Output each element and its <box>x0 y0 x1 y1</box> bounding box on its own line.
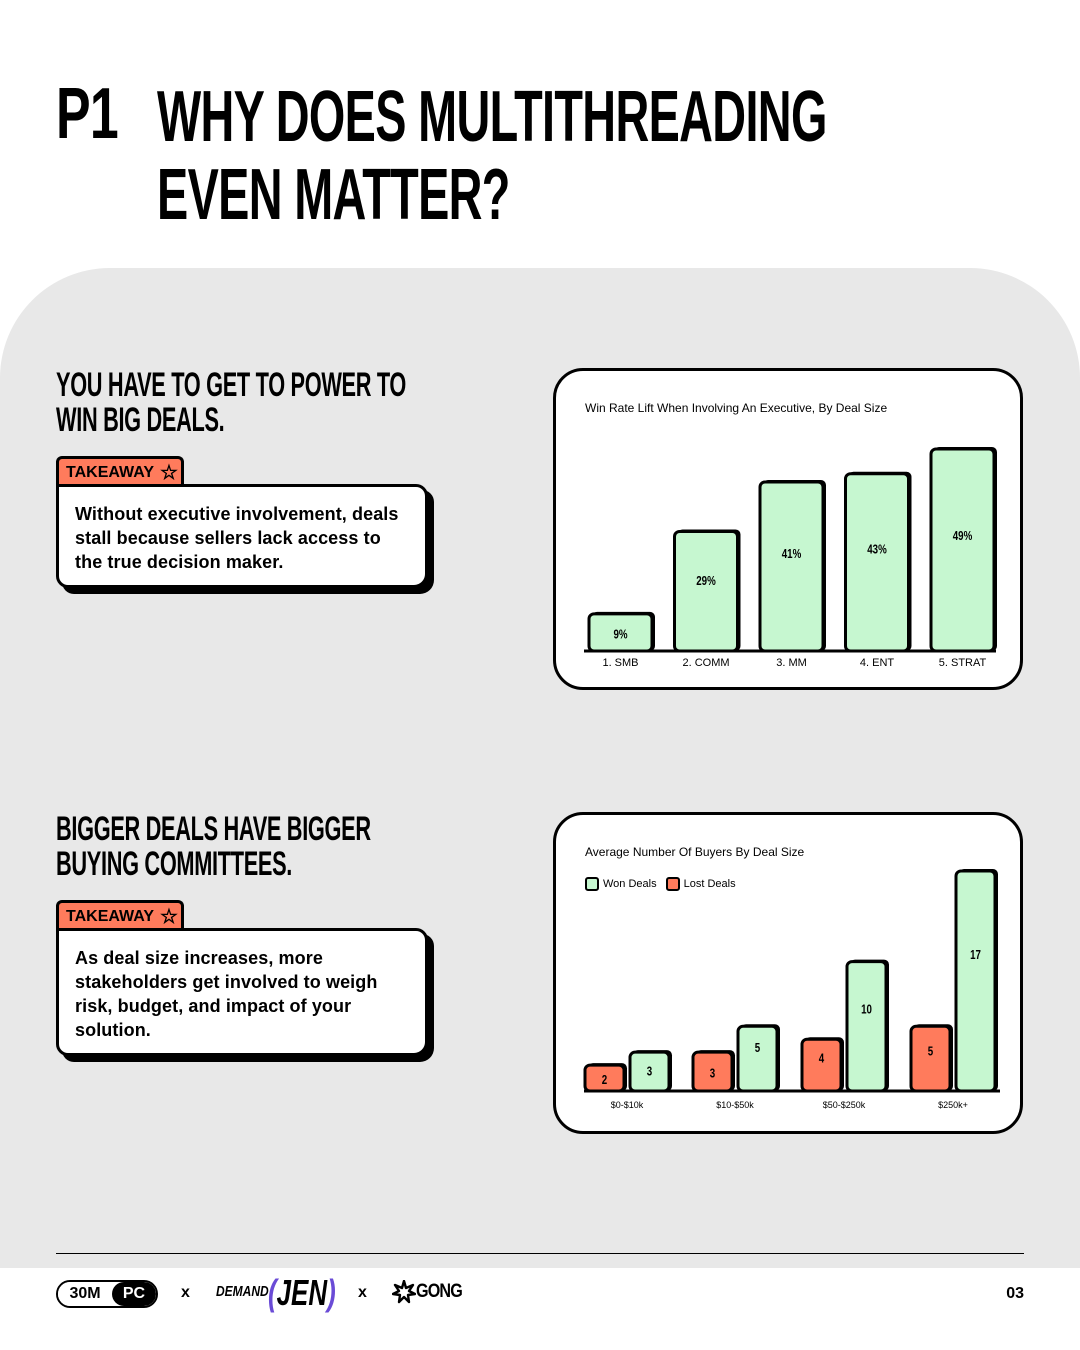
chart-card-2: Average Number Of Buyers By Deal Size Wo… <box>553 812 1023 1134</box>
chart2-tick-label: $0-$10k <box>611 1100 644 1110</box>
takeaway-label: TAKEAWAY <box>66 907 155 925</box>
chart2-value-label-won: 3 <box>647 1065 652 1079</box>
chart2-title: Average Number Of Buyers By Deal Size <box>585 845 805 859</box>
brand-jen-logo: (JEN) <box>268 1272 336 1313</box>
footer-separator: x <box>358 1284 367 1301</box>
footer-divider <box>56 1253 1024 1254</box>
chart1-bar <box>929 447 997 653</box>
page-title-line1: WHY DOES MULTITHREADING <box>157 77 827 157</box>
section2-heading: BIGGER DEALS HAVE BIGGER BUYING COMMITTE… <box>56 812 371 882</box>
section1-heading-line1: YOU HAVE TO GET TO POWER TO <box>56 366 407 404</box>
takeaway-box-1: Without executive involvement, deals sta… <box>56 484 428 588</box>
chart1-bar-fill <box>758 480 825 653</box>
takeaway-tab-1: TAKEAWAY ☆ <box>56 456 184 486</box>
chart2-bar-won <box>845 959 889 1093</box>
chart2-bar-won-fill <box>954 869 997 1093</box>
star-icon: ☆ <box>160 905 178 928</box>
chart2-value-label-lost: 5 <box>928 1045 934 1059</box>
chart2-bar-won <box>628 1050 672 1093</box>
chart1-bar <box>844 471 912 653</box>
chart1-title: Win Rate Lift When Involving An Executiv… <box>585 401 888 415</box>
chart2-bar-won-fill <box>736 1024 779 1093</box>
page-number: 03 <box>1006 1285 1024 1302</box>
brand-jen-text: JEN <box>276 1272 328 1313</box>
brand-30mpc-text-a: 30M <box>58 1282 112 1306</box>
chart2-bar-won <box>736 1024 780 1093</box>
legend-swatch-won <box>585 877 599 891</box>
chart1-tick-label: 4. ENT <box>860 657 895 669</box>
section1-heading-line2: WIN BIG DEALS. <box>56 401 225 439</box>
chart1-bar-fill <box>673 529 739 653</box>
brand-gong-text: GONG <box>416 1281 463 1302</box>
section-number: P1 <box>56 74 119 154</box>
legend-label-won: Won Deals <box>603 878 657 890</box>
legend-item-lost: Lost Deals <box>665 877 736 891</box>
chart2-bar-lost-fill <box>909 1024 952 1093</box>
legend-item-won: Won Deals <box>585 877 657 891</box>
chart2-value-label-won: 17 <box>970 949 981 963</box>
chart2-bar-lost-fill <box>583 1063 626 1093</box>
chart2-value-label-won: 5 <box>755 1042 761 1056</box>
chart2-bar-lost-fill <box>691 1050 734 1093</box>
chart1-bar-fill <box>844 472 910 653</box>
page-title: WHY DOES MULTITHREADING EVEN MATTER? <box>157 78 827 234</box>
chart1-bar-fill <box>587 612 654 653</box>
chart1-bar <box>758 479 826 653</box>
takeaway-tab-2: TAKEAWAY ☆ <box>56 900 184 930</box>
chart2-value-label-lost: 2 <box>602 1074 607 1088</box>
chart1-value-label: 41% <box>782 548 802 562</box>
brand-30mpc-logo: 30M PC <box>56 1280 158 1308</box>
chart2-tick-label: $50-$250k <box>823 1100 866 1110</box>
chart1-tick-label: 2. COMM <box>682 657 729 669</box>
legend-swatch-lost <box>665 877 680 891</box>
chart2-tick-label: $250k+ <box>938 1100 968 1110</box>
chart1-bar-fill <box>929 447 996 653</box>
page-title-line2: EVEN MATTER? <box>157 155 510 235</box>
chart1-tick-label: 3. MM <box>776 657 807 669</box>
chart1-tick-label: 1. SMB <box>602 657 638 669</box>
chart2-tick-label: $10-$50k <box>716 1100 754 1110</box>
takeaway-box-2: As deal size increases, more stakeholder… <box>56 928 428 1056</box>
chart2-value-label-lost: 4 <box>819 1052 825 1066</box>
footer-separator: x <box>181 1284 190 1301</box>
chart2-bar-lost <box>583 1063 627 1093</box>
chart2-bar-won <box>954 869 998 1093</box>
star-icon: ☆ <box>160 461 178 484</box>
chart2-legend: Won Deals Lost Deals <box>585 877 745 891</box>
chart2-bar-lost <box>909 1024 953 1093</box>
gong-burst-icon <box>392 1280 416 1304</box>
chart2-bar-lost <box>800 1037 844 1093</box>
brand-demand-text: DEMAND <box>216 1283 269 1300</box>
chart1-plot: 9% 1. SMB 29% 2. COMM 41% 3. MM 43% 4. ENT 49% 5.… <box>584 447 997 669</box>
chart-card-1: Win Rate Lift When Involving An Executiv… <box>553 368 1023 690</box>
chart2-bar-lost <box>691 1050 735 1093</box>
chart2-bar-won-fill <box>845 960 888 1093</box>
chart1-value-label: 49% <box>953 530 973 544</box>
section1-heading: YOU HAVE TO GET TO POWER TO WIN BIG DEAL… <box>56 368 406 438</box>
chart1-value-label: 9% <box>613 628 627 642</box>
chart2-value-label-won: 10 <box>861 1003 872 1017</box>
section2-heading-line2: BUYING COMMITTEES. <box>56 845 293 883</box>
legend-label-lost: Lost Deals <box>683 878 736 890</box>
chart2-plot: 2 3 $0-$10k 3 5 $10-$50k 4 10 $50-$250k 5 17 $250k+ <box>583 869 1000 1110</box>
chart1-value-label: 29% <box>696 575 716 589</box>
chart2-bar-lost-fill <box>800 1037 843 1093</box>
section2-heading-line1: BIGGER DEALS HAVE BIGGER <box>56 810 371 848</box>
chart1-bar <box>673 529 741 653</box>
takeaway-label: TAKEAWAY <box>66 463 155 481</box>
chart1-tick-label: 5. STRAT <box>939 657 987 669</box>
chart2-bar-won-fill <box>628 1050 671 1093</box>
chart1-bar <box>587 611 655 653</box>
brand-30mpc-text-b: PC <box>112 1282 156 1306</box>
brand-gong-logo: GONG <box>392 1280 470 1304</box>
chart1-value-label: 43% <box>867 543 887 557</box>
chart2-value-label-lost: 3 <box>710 1067 715 1081</box>
